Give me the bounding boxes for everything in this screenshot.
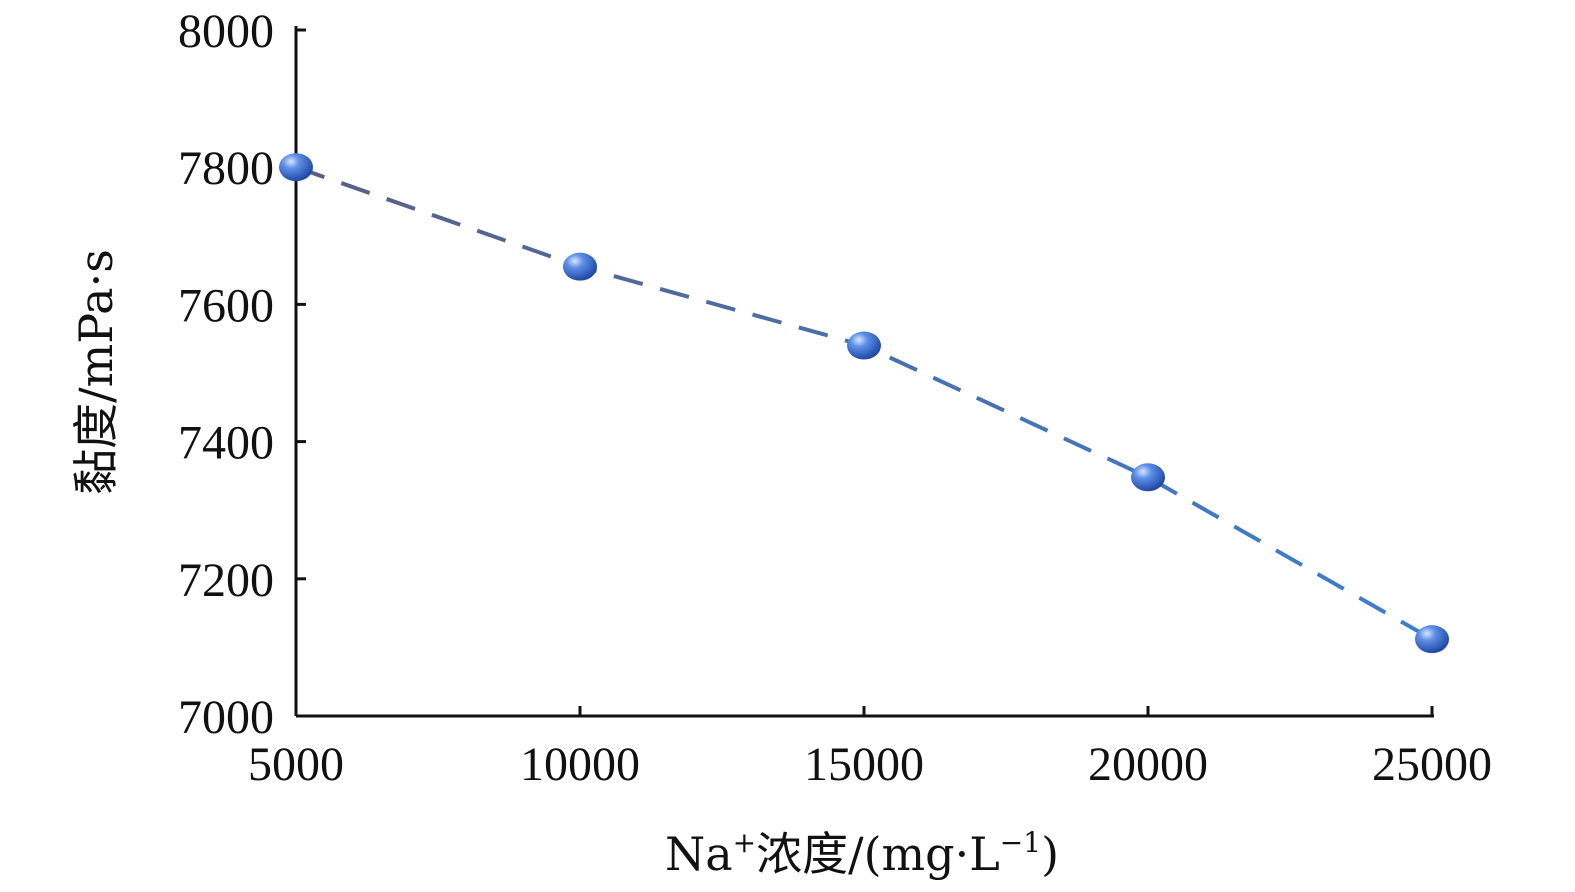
y-tick-label: 7800 <box>178 142 274 195</box>
data-point <box>1415 625 1449 654</box>
x-tick-label: 20000 <box>1088 738 1208 791</box>
y-tick-label: 7200 <box>178 554 274 607</box>
x-tick-label: 25000 <box>1372 738 1492 791</box>
y-axis-title: 黏度/mPa·s <box>69 249 123 495</box>
x-tick-label: 15000 <box>804 738 924 791</box>
axes <box>294 26 1434 718</box>
y-tick-label: 7400 <box>178 417 274 470</box>
y-tick-label: 7000 <box>178 691 274 744</box>
series-line <box>295 165 1433 641</box>
y-axis-ticks: 7000 7200 7400 7600 7800 8000 <box>178 5 306 744</box>
data-point <box>563 252 597 281</box>
x-axis-title: Na+浓度/(mg·L−1) <box>665 826 1059 881</box>
data-series <box>279 153 1449 654</box>
x-tick-label: 5000 <box>248 738 344 791</box>
data-point <box>1131 463 1165 492</box>
x-axis-ticks: 5000 10000 15000 20000 25000 <box>248 706 1492 791</box>
y-tick-label: 8000 <box>178 5 274 58</box>
data-point <box>847 331 881 360</box>
data-point <box>279 153 313 182</box>
y-tick-label: 7600 <box>178 279 274 332</box>
x-tick-label: 10000 <box>520 738 640 791</box>
